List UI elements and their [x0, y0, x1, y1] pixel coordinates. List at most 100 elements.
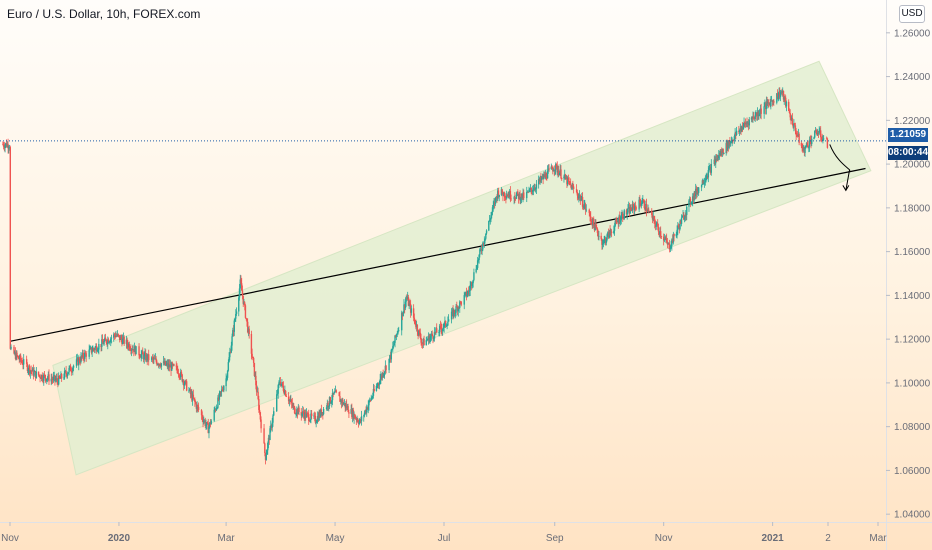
- candle: [681, 215, 683, 218]
- candle: [357, 419, 360, 428]
- candle-body: [618, 216, 620, 224]
- candle: [721, 148, 724, 157]
- candle-body: [770, 100, 773, 102]
- candle: [778, 87, 780, 101]
- candle-body: [57, 375, 60, 385]
- candle: [247, 326, 250, 337]
- candle: [508, 188, 511, 200]
- currency-button[interactable]: USD: [899, 5, 925, 23]
- candle-body: [605, 239, 608, 243]
- candle: [467, 289, 469, 297]
- candle-body: [390, 349, 393, 360]
- candle-body: [452, 310, 454, 317]
- candle-body: [146, 355, 148, 361]
- candle: [584, 202, 587, 215]
- candle: [796, 132, 798, 138]
- candle: [617, 217, 619, 229]
- candle-body: [540, 177, 543, 181]
- candle-body: [210, 420, 212, 425]
- candle-body: [82, 352, 84, 358]
- candle: [165, 360, 168, 367]
- candle: [352, 407, 355, 421]
- candle: [607, 228, 610, 240]
- candle-body: [703, 182, 706, 184]
- candle: [125, 335, 128, 349]
- candle: [140, 350, 142, 362]
- candle-body: [162, 361, 165, 364]
- candle-body: [116, 333, 119, 336]
- candle-body: [651, 210, 653, 215]
- candle: [42, 375, 44, 384]
- candle-body: [617, 221, 619, 224]
- candle-body: [615, 220, 617, 222]
- candle: [669, 244, 672, 253]
- candle: [342, 398, 344, 407]
- candle-body: [380, 375, 382, 380]
- candle-body: [610, 231, 612, 233]
- candle: [219, 391, 221, 398]
- candle: [226, 375, 228, 382]
- candle: [443, 322, 445, 333]
- candle: [452, 305, 454, 320]
- candle: [709, 164, 711, 171]
- candle-body: [738, 130, 740, 132]
- candle-body: [657, 223, 659, 227]
- candle: [468, 285, 471, 297]
- candle-body: [640, 203, 643, 206]
- candle: [365, 406, 367, 415]
- candle-body: [328, 405, 330, 407]
- candle-body: [193, 398, 195, 400]
- candle-body: [471, 283, 474, 286]
- candle-body: [785, 101, 788, 107]
- candle: [759, 104, 762, 119]
- candle-body: [566, 177, 568, 185]
- candle-body: [529, 189, 531, 191]
- candle-body: [802, 146, 805, 151]
- candle: [610, 228, 612, 238]
- candle-body: [614, 220, 617, 226]
- candle-body: [778, 91, 780, 97]
- candle: [37, 371, 40, 377]
- candle: [559, 164, 561, 176]
- candle-body: [502, 193, 504, 196]
- candle-body: [372, 395, 374, 398]
- candle-body: [398, 330, 400, 332]
- candle-body: [767, 102, 770, 104]
- candle: [20, 358, 23, 363]
- candle-body: [118, 334, 120, 336]
- candle: [179, 375, 181, 380]
- candle-body: [657, 226, 660, 232]
- candle: [185, 378, 188, 392]
- candle: [743, 117, 745, 129]
- candle: [540, 172, 542, 183]
- candle-body: [392, 345, 395, 347]
- candle-body: [531, 189, 533, 192]
- candle-body: [242, 295, 244, 304]
- candle-body: [433, 331, 436, 339]
- candle-body: [252, 357, 255, 363]
- candle-body: [222, 390, 224, 392]
- candle: [665, 233, 668, 244]
- candle-body: [542, 175, 544, 179]
- candle: [752, 111, 754, 123]
- candle: [202, 414, 204, 428]
- candle: [385, 364, 387, 374]
- candle-body: [475, 268, 477, 273]
- candle-body: [717, 155, 719, 158]
- candle: [539, 175, 541, 185]
- candle-body: [447, 319, 450, 322]
- candle-body: [97, 349, 99, 351]
- candle: [178, 373, 180, 381]
- candle: [70, 367, 73, 376]
- candle-body: [666, 241, 669, 245]
- candle-body: [782, 91, 785, 100]
- candle: [60, 373, 63, 382]
- candle: [706, 173, 709, 180]
- candle-body: [421, 342, 423, 344]
- candle-body: [616, 220, 618, 223]
- chart-drawings[interactable]: [9, 60, 872, 476]
- candle: [747, 121, 749, 128]
- candle-body: [456, 307, 459, 312]
